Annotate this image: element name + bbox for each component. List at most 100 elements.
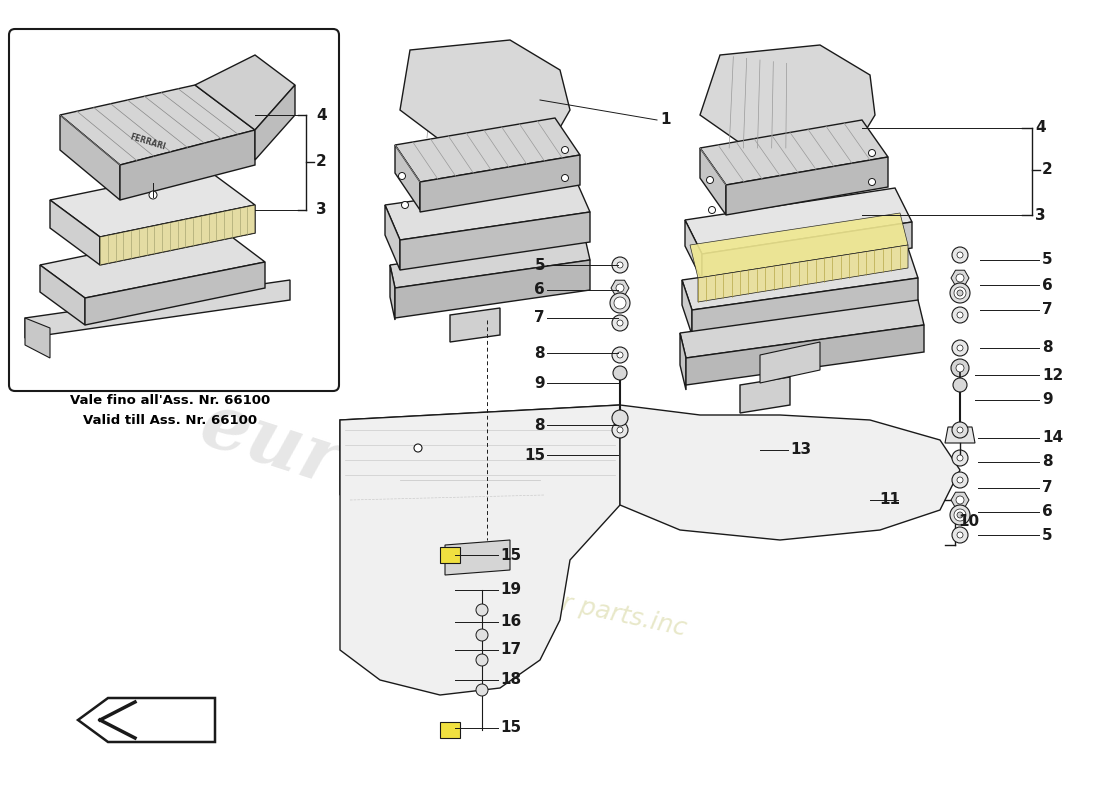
Polygon shape <box>50 200 100 265</box>
Text: 6: 6 <box>1042 505 1053 519</box>
Circle shape <box>561 174 569 182</box>
Polygon shape <box>25 280 290 338</box>
Circle shape <box>952 527 968 543</box>
Polygon shape <box>255 85 295 160</box>
Text: 8: 8 <box>535 418 544 433</box>
Circle shape <box>956 274 964 282</box>
Circle shape <box>476 654 488 666</box>
Polygon shape <box>420 155 580 212</box>
Circle shape <box>952 472 968 488</box>
Circle shape <box>148 191 157 199</box>
Polygon shape <box>400 212 590 270</box>
Text: 9: 9 <box>1042 393 1053 407</box>
Polygon shape <box>692 278 918 337</box>
Polygon shape <box>682 248 918 310</box>
Circle shape <box>954 509 966 521</box>
Polygon shape <box>740 377 790 413</box>
Text: 7: 7 <box>1042 481 1053 495</box>
Polygon shape <box>610 280 629 296</box>
Polygon shape <box>340 405 620 495</box>
Circle shape <box>612 410 628 426</box>
Polygon shape <box>60 85 255 165</box>
Text: 5: 5 <box>1042 527 1053 542</box>
Circle shape <box>398 173 406 179</box>
Polygon shape <box>760 342 820 383</box>
Polygon shape <box>698 245 908 302</box>
Circle shape <box>476 629 488 641</box>
Circle shape <box>617 262 623 268</box>
Text: eurocars: eurocars <box>190 387 570 573</box>
Circle shape <box>616 284 624 292</box>
Circle shape <box>957 477 962 483</box>
Text: 8: 8 <box>535 346 544 361</box>
Text: 7: 7 <box>535 310 544 326</box>
Circle shape <box>954 287 966 299</box>
Circle shape <box>414 444 422 452</box>
Text: 8: 8 <box>1042 454 1053 470</box>
Circle shape <box>952 422 968 438</box>
Polygon shape <box>395 260 590 318</box>
Text: 11: 11 <box>879 493 900 507</box>
Text: 2: 2 <box>316 154 327 170</box>
Text: 7: 7 <box>1042 302 1053 318</box>
Polygon shape <box>385 178 590 240</box>
Text: 3: 3 <box>316 202 327 218</box>
Polygon shape <box>40 265 85 325</box>
Text: 5: 5 <box>535 258 544 273</box>
Polygon shape <box>680 333 686 390</box>
Circle shape <box>952 307 968 323</box>
Polygon shape <box>685 220 702 280</box>
Circle shape <box>950 505 970 525</box>
Circle shape <box>612 257 628 273</box>
Polygon shape <box>340 405 620 695</box>
Polygon shape <box>395 118 580 182</box>
Text: 4: 4 <box>316 107 327 122</box>
Circle shape <box>617 320 623 326</box>
Circle shape <box>614 297 626 309</box>
Circle shape <box>957 532 962 538</box>
Polygon shape <box>400 40 570 155</box>
Polygon shape <box>620 405 960 540</box>
Circle shape <box>869 150 876 157</box>
Text: 15: 15 <box>524 447 544 462</box>
Circle shape <box>476 604 488 616</box>
Polygon shape <box>100 205 255 265</box>
Polygon shape <box>100 205 255 265</box>
Polygon shape <box>50 168 255 237</box>
Circle shape <box>708 206 715 214</box>
Circle shape <box>957 312 962 318</box>
Polygon shape <box>686 325 924 385</box>
Circle shape <box>613 366 627 380</box>
Text: 6: 6 <box>535 282 544 298</box>
Polygon shape <box>685 188 912 254</box>
Text: Vale fino all'Ass. Nr. 66100: Vale fino all'Ass. Nr. 66100 <box>70 394 271 406</box>
Text: 3: 3 <box>1035 207 1046 222</box>
Polygon shape <box>952 492 969 508</box>
Polygon shape <box>60 115 120 200</box>
Polygon shape <box>446 540 510 575</box>
Circle shape <box>956 364 964 372</box>
Circle shape <box>957 427 962 433</box>
Circle shape <box>869 178 876 186</box>
Polygon shape <box>78 698 214 742</box>
Text: 13: 13 <box>790 442 811 458</box>
Polygon shape <box>390 265 395 320</box>
Circle shape <box>957 345 962 351</box>
Polygon shape <box>450 308 500 342</box>
Text: 15: 15 <box>500 547 521 562</box>
Polygon shape <box>85 262 265 325</box>
Polygon shape <box>952 270 969 286</box>
Polygon shape <box>120 130 255 200</box>
Circle shape <box>610 293 630 313</box>
Polygon shape <box>700 120 888 185</box>
Text: 14: 14 <box>1042 430 1063 446</box>
Text: FERRARI: FERRARI <box>129 132 167 152</box>
Circle shape <box>476 684 488 696</box>
Circle shape <box>957 455 962 461</box>
Text: 1: 1 <box>660 113 671 127</box>
Polygon shape <box>700 45 874 158</box>
Text: Valid till Ass. Nr. 66100: Valid till Ass. Nr. 66100 <box>82 414 257 426</box>
Circle shape <box>953 378 967 392</box>
Polygon shape <box>702 222 912 280</box>
Circle shape <box>957 290 962 296</box>
